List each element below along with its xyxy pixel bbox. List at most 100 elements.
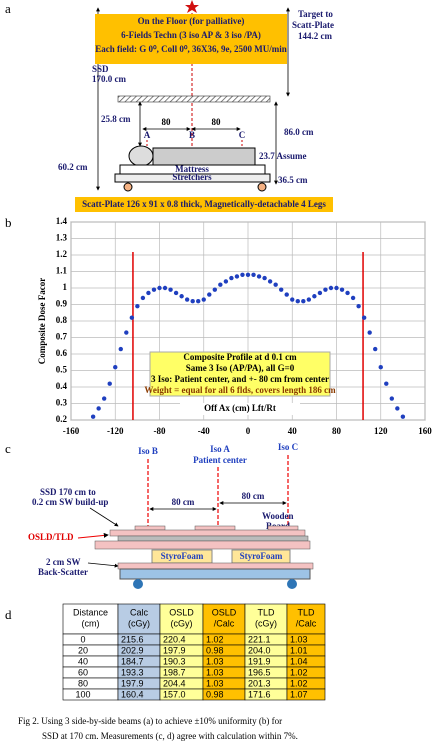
iso-text: B [189,130,195,140]
point [140,295,146,301]
x-tick-label: 160 [418,426,432,436]
slab [194,525,236,531]
header-text: TLD [257,607,275,617]
slab [267,525,299,531]
x-label-bg [180,403,300,415]
y-tick-label: 1.1 [56,266,68,276]
y-tick-label: 0.5 [56,365,68,375]
spacing-text: 80 cm [172,497,195,507]
point [124,330,129,335]
point [262,275,267,281]
point [173,290,179,296]
point [135,303,140,309]
x-tick-label: 120 [374,426,388,436]
x-tick-label: -120 [107,426,124,436]
cell-text: 197.9 [163,645,186,655]
header-cell [286,603,326,635]
point [196,299,201,304]
header-text: OSLD [169,607,194,617]
iso-text: Iso A [210,444,230,454]
cell-text: 0.98 [206,645,224,655]
cell-text: 1.03 [206,656,224,666]
assume-text: 23.7 Assume [259,151,307,161]
dim-text: 25.8 cm [101,114,131,124]
panel-label: b [5,215,12,230]
header-text: /Calc [296,618,317,628]
cell-text: 220.4 [163,634,186,644]
point [306,297,312,302]
ssd-text: 170.0 cm [92,74,126,84]
header-text: Calc [130,607,149,617]
y-tick-label: 1.3 [56,233,68,243]
cell [62,677,119,690]
cell-text: 1.02 [290,667,308,677]
point [350,295,356,301]
cell-text: 204.4 [163,678,186,688]
wheel [257,182,267,192]
point [345,290,350,296]
point [334,285,339,291]
mattress-text: Stretchers [172,172,212,182]
point [389,396,395,401]
patient-head [128,145,154,167]
pointer [77,532,109,539]
point [256,274,262,279]
point [361,315,367,320]
header-text: (cGy) [128,618,150,628]
foam-text: StyroFoam [240,551,283,561]
point [373,346,378,352]
y-tick-label: 0.4 [56,381,68,391]
y-axis-label: Composite Dose Facor [37,278,47,364]
y-tick-label: 0.9 [56,299,68,309]
annotation: Composite Profile at d 0.1 cm [183,352,297,362]
cell-text: 157.0 [163,689,186,699]
point [290,297,295,302]
cell-text: 202.9 [121,645,144,655]
annotation: Weight = equal for all 6 flds, covers le… [144,385,336,395]
point [234,274,240,279]
point [312,294,317,299]
annotation: Same 3 Iso (AP/PA), all G=0 [186,363,295,373]
plate-text: Scatt-Plate 126 x 91 x 0.8 thick, Magnet… [82,199,326,209]
cell-text: 80 [78,678,88,688]
spacing-text: 80 [162,117,172,127]
pointer [87,562,119,568]
point [118,346,123,352]
point [367,330,372,335]
point [251,272,256,277]
ssd-text: SSD [92,64,109,74]
pointer [89,507,119,527]
point [162,285,168,291]
scatter-plate [117,95,271,103]
header-cell [202,603,246,635]
point [146,290,151,296]
iso-text: Iso C [278,442,298,452]
header-text: OSLD [212,607,237,617]
point [278,287,284,292]
point [323,287,328,292]
y-tick-label: 0.8 [56,315,68,325]
point [378,365,383,370]
point [317,290,323,296]
panel-b: b 0.2 0.3 0.4 0.5 0.6 0.7 0.8 0.9 1 1.1 1.2 1.3 1.4 -… [5,215,432,436]
cell-text: 100 [75,689,90,699]
cell-text: 221.1 [248,634,271,644]
header-cell [117,603,161,635]
cell-text: 190.3 [163,656,186,666]
point [101,396,107,401]
x-tick-label: 40 [288,426,298,436]
cell-text: 160.4 [121,689,144,699]
target-text: 144.2 cm [298,31,332,41]
slab [134,525,166,531]
stretcher [114,173,271,183]
title-line: Each field: G 0⁰, Coll 0⁰, 36X36, 9e, 25… [95,44,286,54]
panel-c: c Iso B Iso A Patient center Iso C SSD 1… [5,441,314,589]
point [339,287,345,292]
point [201,297,206,302]
cell-text: 20 [78,645,88,655]
point [223,279,229,284]
x-tick-label: 80 [332,426,342,436]
source-star [185,0,199,13]
panel-a: a On the Floor (for palliative) 6-Fields… [5,0,334,212]
back-text: Back-Scatter [38,567,88,577]
